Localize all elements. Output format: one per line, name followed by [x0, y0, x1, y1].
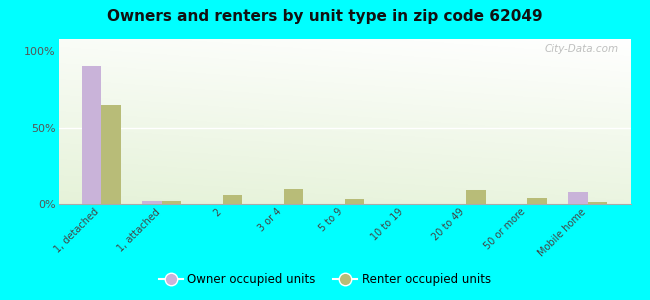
Bar — [569, 192, 588, 204]
Text: City-Data.com: City-Data.com — [545, 44, 619, 54]
Text: Owners and renters by unit type in zip code 62049: Owners and renters by unit type in zip c… — [107, 9, 543, 24]
Bar — [142, 201, 162, 204]
Bar — [527, 198, 547, 204]
Bar — [588, 202, 607, 204]
Bar — [101, 105, 120, 204]
Bar — [283, 189, 303, 204]
Bar — [344, 200, 364, 204]
Bar — [466, 190, 486, 204]
Bar — [223, 195, 242, 204]
Bar — [82, 67, 101, 204]
Bar — [162, 201, 181, 204]
Legend: Owner occupied units, Renter occupied units: Owner occupied units, Renter occupied un… — [154, 269, 496, 291]
